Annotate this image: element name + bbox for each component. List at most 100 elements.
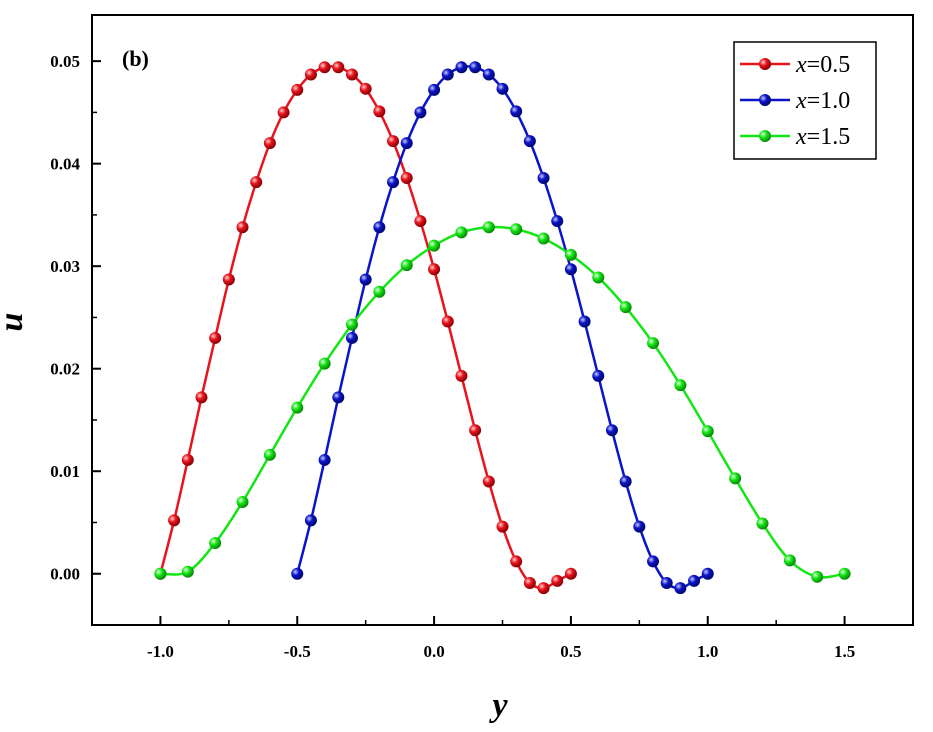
data-point [195,391,208,404]
data-point [400,259,413,272]
data-point [250,176,263,189]
data-point [510,223,523,236]
data-point [222,273,235,286]
data-point [414,106,427,119]
data-point [455,226,468,239]
y-axis: 0.00 0.01 0.02 0.03 0.04 0.05 [50,52,101,584]
data-point [209,536,222,549]
data-point [345,318,358,331]
data-point [551,215,564,228]
data-point [318,453,331,466]
data-point [441,68,454,81]
panel-label: (b) [122,46,149,71]
data-point [537,232,550,245]
data-point [619,475,632,488]
data-point [181,565,194,578]
x-tick-label: -0.5 [284,642,311,661]
data-point [838,567,851,580]
data-point [263,137,276,150]
data-point [373,285,386,298]
data-point [469,61,482,74]
legend-variable: x [795,52,807,78]
data-point [592,271,605,284]
data-point [318,61,331,74]
x-axis: -1.0 -0.5 0.0 0.5 1.0 1.5 [147,616,855,661]
data-point [236,221,249,234]
data-point [400,172,413,185]
data-point [387,176,400,189]
data-point [633,520,646,533]
series-x=0.5 [154,61,577,595]
data-point [318,357,331,370]
y-tick-label: 0.05 [50,52,80,71]
legend-entries: x=0.5x=1.0x=1.5 [740,52,850,150]
data-point [345,68,358,81]
data-point [578,315,591,328]
x-tick-label: -1.0 [147,642,174,661]
data-point [523,135,536,148]
data-point [605,424,618,437]
data-point [291,567,304,580]
data-point [428,239,441,252]
data-point [756,517,769,530]
legend-entry: x=1.5 [740,124,850,150]
legend-value: =1.5 [807,124,851,150]
data-point [332,391,345,404]
series-x=1.0 [291,61,714,595]
data-point [551,574,564,587]
legend-value: =0.5 [807,52,851,78]
data-point [496,520,509,533]
data-point [619,301,632,314]
legend-label: x=1.0 [795,88,850,114]
legend: x=0.5x=1.0x=1.5 [733,41,877,160]
x-tick-label: 0.5 [560,642,581,661]
data-point [660,576,673,589]
legend-label: x=1.5 [795,124,850,150]
y-tick-label: 0.01 [50,462,80,481]
data-point [359,82,372,95]
y-axis-title: u [0,313,30,332]
data-point [428,83,441,96]
series-line [296,65,709,590]
series-layer [154,61,851,595]
legend-label: x=0.5 [795,52,850,78]
data-point [482,221,495,234]
data-point [304,68,317,81]
data-point [332,61,345,74]
data-point [537,172,550,185]
data-point [414,215,427,228]
data-point [729,472,742,485]
legend-marker [759,58,771,70]
data-point [811,570,824,583]
legend-entry: x=0.5 [740,52,850,78]
data-point [291,401,304,414]
data-point [359,273,372,286]
y-tick-label: 0.03 [50,257,80,276]
data-point [496,82,509,95]
x-axis-title: y [488,687,508,724]
y-tick-label: 0.04 [50,155,80,174]
x-tick-label: 0.0 [423,642,444,661]
data-point [647,337,660,350]
data-point [564,567,577,580]
data-point [482,475,495,488]
data-point [701,567,714,580]
y-tick-label: 0.02 [50,360,80,379]
data-point [400,137,413,150]
legend-variable: x [795,88,807,114]
x-tick-label: 1.0 [697,642,718,661]
data-point [345,331,358,344]
y-tick-label: 0.00 [50,565,80,584]
data-point [510,105,523,118]
data-point [592,369,605,382]
data-point [674,582,687,595]
x-tick-label: 1.5 [834,642,855,661]
legend-value: =1.0 [807,88,851,114]
legend-marker [759,94,771,106]
data-point [688,574,701,587]
data-point [523,576,536,589]
data-point [564,263,577,276]
data-point [469,424,482,437]
data-point [154,567,167,580]
